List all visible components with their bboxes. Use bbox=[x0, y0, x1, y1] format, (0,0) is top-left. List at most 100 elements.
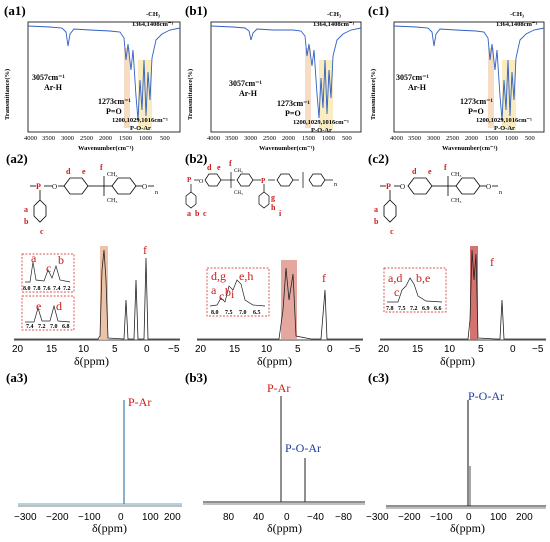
inset-letter: c bbox=[219, 289, 224, 303]
annotation: 1364,1408cm⁻¹ bbox=[132, 21, 173, 28]
annotation: 1273cm⁻¹ bbox=[460, 97, 493, 106]
svg-text:500: 500 bbox=[525, 135, 535, 142]
proton-label: c bbox=[390, 227, 394, 236]
panel-label: (b2) bbox=[185, 151, 207, 166]
inset-letter: a,d bbox=[388, 271, 402, 285]
svg-text:20: 20 bbox=[378, 344, 390, 355]
hnmr-spectrum-line bbox=[380, 249, 546, 340]
svg-text:40: 40 bbox=[253, 512, 265, 523]
ftir-spectrum-line bbox=[393, 25, 545, 121]
svg-text:−5: −5 bbox=[168, 344, 180, 355]
proton-label: b bbox=[374, 217, 379, 226]
svg-text:100: 100 bbox=[142, 512, 159, 523]
svg-text:10: 10 bbox=[78, 344, 90, 355]
proton-label: b bbox=[195, 209, 200, 218]
annotation: Ar-H bbox=[44, 83, 63, 92]
highlight-band bbox=[488, 48, 494, 128]
panel-label: (c2) bbox=[368, 151, 389, 166]
svg-text:7.8: 7.8 bbox=[386, 306, 394, 312]
inset-letter: d bbox=[56, 299, 62, 313]
proton-label: d bbox=[207, 163, 212, 172]
ftir-panel-a1: (a1) Transmittance(%) 4000 3500 3000 250… bbox=[4, 3, 181, 152]
svg-text:10: 10 bbox=[444, 344, 456, 355]
inset-letter: c bbox=[394, 285, 399, 299]
svg-text:6.6: 6.6 bbox=[434, 306, 442, 312]
oxygen-atom: O bbox=[52, 183, 57, 191]
svg-text:−5: −5 bbox=[532, 344, 544, 355]
inset-letter: c bbox=[46, 261, 51, 275]
inset-ticks: 7.4 7.2 7.0 6.8 bbox=[26, 324, 70, 330]
repeat-n: n bbox=[499, 190, 502, 196]
annotation: P-O-Ar bbox=[311, 127, 332, 134]
svg-text:P: P bbox=[261, 177, 266, 185]
svg-text:3500: 3500 bbox=[408, 135, 421, 142]
x-axis-label: δ(ppm) bbox=[74, 354, 109, 368]
svg-text:−80: −80 bbox=[335, 512, 352, 523]
svg-text:7.5: 7.5 bbox=[225, 310, 233, 316]
svg-text:O: O bbox=[142, 183, 147, 191]
svg-text:6.8: 6.8 bbox=[62, 324, 70, 330]
svg-text:7.2: 7.2 bbox=[63, 286, 71, 292]
peak-label: P-Ar bbox=[128, 395, 151, 409]
svg-text:20: 20 bbox=[12, 344, 24, 355]
svg-text:6.9: 6.9 bbox=[422, 306, 430, 312]
hnmr-spectrum-line bbox=[14, 249, 180, 340]
highlight-band bbox=[305, 48, 311, 128]
proton-label: a bbox=[374, 205, 378, 214]
annotation: P-O-Ar bbox=[494, 125, 515, 132]
svg-text:7.5: 7.5 bbox=[398, 306, 406, 312]
annotation: 1200,1029,1016cm⁻¹ bbox=[293, 119, 349, 126]
ftir-spectrum-line bbox=[27, 25, 181, 121]
inset-letter: e,h bbox=[239, 269, 253, 283]
annotation: -CH₃ bbox=[510, 11, 524, 18]
annotation: Ar-H bbox=[408, 83, 427, 92]
proton-label: i bbox=[279, 209, 282, 218]
x-axis-label: δ(ppm) bbox=[92, 521, 127, 535]
x-axis-label: δ(ppm) bbox=[450, 521, 485, 535]
annotation: 1364,1408cm⁻¹ bbox=[313, 21, 354, 28]
x-axis-label: δ(ppm) bbox=[257, 354, 292, 368]
proton-label: d bbox=[66, 167, 71, 176]
svg-text:3500: 3500 bbox=[225, 135, 238, 142]
peak-label: f bbox=[143, 243, 147, 257]
svg-text:3500: 3500 bbox=[42, 135, 55, 142]
inset-box bbox=[21, 295, 75, 331]
hnmr-panel-a2: (a2) P O CH₃ CH₃ O n a b c d e f f a c b… bbox=[6, 151, 180, 368]
svg-text:200: 200 bbox=[516, 512, 533, 523]
methyl-group: CH₃ bbox=[234, 169, 243, 174]
inset-letter: b bbox=[225, 285, 231, 299]
svg-text:−200: −200 bbox=[398, 512, 421, 523]
inset-letter: a bbox=[211, 283, 217, 297]
x-axis-label: δ(ppm) bbox=[440, 354, 475, 368]
svg-text:4000: 4000 bbox=[207, 135, 220, 142]
annotation: 1200,1029,1016cm⁻¹ bbox=[476, 117, 532, 124]
pnmr-panel-a3: (a3) P-Ar −300 −200 −100 0 100 200 δ(ppm… bbox=[6, 370, 182, 535]
x-axis-label: Wavenumber(cm⁻¹) bbox=[78, 145, 134, 152]
oxygen-atom: O bbox=[199, 179, 204, 185]
svg-text:2500: 2500 bbox=[263, 135, 276, 142]
y-axis-label: Transmittance(%) bbox=[187, 69, 194, 120]
svg-text:−300: −300 bbox=[366, 512, 389, 523]
svg-text:−5: −5 bbox=[349, 344, 361, 355]
peak-label: f bbox=[322, 271, 326, 285]
y-axis-label: Transmittance(%) bbox=[370, 69, 377, 120]
svg-text:1500: 1500 bbox=[485, 135, 498, 142]
x-axis-label: Wavenumber(cm⁻¹) bbox=[442, 145, 498, 152]
hnmr-panel-b2: (b2) P O CH₃ CH₃ P n a b c d e f g h i f… bbox=[185, 151, 363, 368]
svg-text:1000: 1000 bbox=[139, 135, 152, 142]
svg-text:7.2: 7.2 bbox=[38, 324, 46, 330]
oxygen-atom: O bbox=[400, 183, 405, 191]
svg-text:4000: 4000 bbox=[24, 135, 37, 142]
proton-label: g bbox=[271, 193, 275, 202]
x-ticks: −300 −200 −100 0 100 200 bbox=[14, 512, 181, 523]
x-ticks: 4000 3500 3000 2500 2000 1500 1000 500 bbox=[390, 135, 535, 142]
proton-label: c bbox=[40, 227, 44, 236]
peak-label: f bbox=[490, 255, 494, 269]
svg-text:1500: 1500 bbox=[119, 135, 132, 142]
panel-label: (a2) bbox=[6, 151, 28, 166]
svg-text:20: 20 bbox=[195, 344, 207, 355]
hnmr-panel-c2: (c2) P O CH₃ CH₃ O n a b c d e f f a,d b… bbox=[368, 151, 546, 368]
phosphorus-atom: P bbox=[187, 176, 192, 184]
proton-label: d bbox=[412, 167, 417, 176]
repeat-unit-structure: P O CH₃ CH₃ P n bbox=[185, 169, 337, 209]
